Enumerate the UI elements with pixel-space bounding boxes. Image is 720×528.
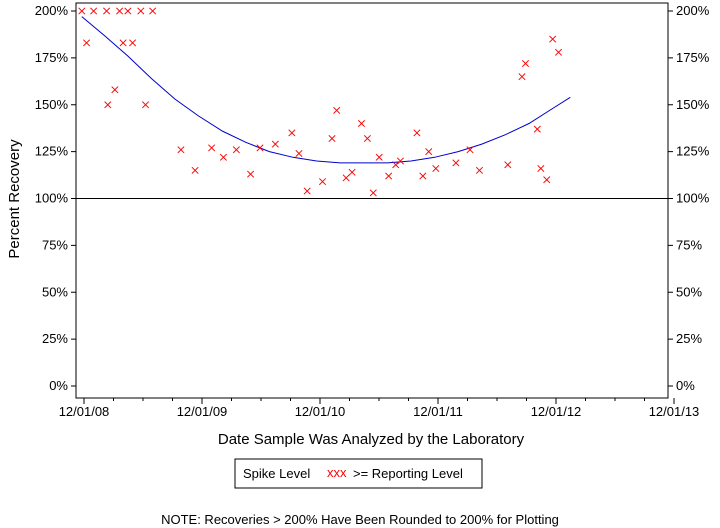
data-point-x (191, 166, 199, 174)
y-tick-label-right: 50% (676, 284, 702, 299)
data-point-x (78, 7, 86, 15)
data-point-x (137, 7, 145, 15)
y-tick-label-right: 150% (676, 97, 710, 112)
data-point-x (328, 134, 336, 143)
data-point-x (318, 178, 327, 186)
plot-area (75, 2, 669, 399)
data-point-x (537, 164, 545, 173)
x-tick-label: 12/01/12 (531, 404, 582, 419)
data-point-x (543, 176, 551, 184)
data-point-x (141, 101, 150, 109)
data-point-x (432, 164, 440, 173)
data-point-x (177, 146, 185, 154)
data-point-x (119, 39, 127, 47)
data-point-x (452, 159, 460, 167)
x-tick-label: 12/01/08 (59, 404, 110, 419)
y-tick-label-left: 50% (42, 284, 68, 299)
y-tick-label-left: 75% (42, 237, 68, 252)
x-tick-label: 12/01/11 (413, 404, 463, 419)
x-axis-title: Date Sample Was Analyzed by the Laborato… (218, 431, 525, 448)
data-point-x (303, 187, 311, 195)
data-point-x (149, 7, 157, 15)
data-point-x (396, 157, 404, 165)
x-tick-label: 12/01/10 (295, 404, 346, 419)
data-point-x (208, 144, 216, 152)
legend-spike-label: Spike Level (243, 466, 310, 481)
y-axis-title: Percent Recovery (6, 139, 23, 259)
data-point-x (219, 153, 227, 161)
y-tick-label-left: 0% (49, 378, 68, 393)
y-tick-label-right: 125% (676, 144, 710, 159)
y-tick-label-right: 0% (676, 378, 695, 393)
data-point-x (129, 39, 137, 47)
y-tick-label-right: 175% (676, 50, 710, 65)
y-tick-label-left: 150% (35, 97, 69, 112)
data-point-x (295, 149, 303, 158)
data-point-x (82, 39, 91, 47)
data-point-x (385, 172, 393, 180)
y-tick-label-left: 175% (35, 50, 69, 65)
data-point-x (116, 7, 124, 15)
data-point-x (375, 153, 383, 161)
data-point-x (232, 146, 240, 154)
note-text: NOTE: Recoveries > 200% Have Been Rounde… (161, 512, 559, 527)
data-point-x (90, 7, 98, 15)
legend-box (234, 458, 483, 489)
data-point-x (247, 170, 255, 178)
data-point-x (111, 86, 119, 94)
y-tick-label-right: 25% (676, 331, 702, 346)
data-point-x (466, 146, 474, 154)
data-point-x (504, 161, 512, 169)
data-point-x (357, 119, 366, 128)
x-tick-label: 12/01/09 (177, 404, 228, 419)
y-tick-label-right: 75% (676, 237, 702, 252)
data-point-x (348, 168, 356, 176)
data-point-x (369, 189, 377, 197)
y-tick-label-left: 200% (35, 3, 69, 18)
data-point-x (425, 148, 433, 156)
y-tick-label-right: 200% (676, 3, 710, 18)
data-point-x (288, 129, 296, 137)
data-point-x (124, 7, 132, 15)
legend-marker-glyphs: xxx (327, 465, 347, 480)
data-point-x (342, 174, 350, 182)
data-point-x (419, 172, 427, 180)
y-tick-label-left: 125% (35, 144, 69, 159)
data-point-x (533, 125, 541, 133)
data-point-x (554, 48, 563, 56)
data-point-x (363, 134, 371, 143)
data-point-x (271, 140, 279, 148)
data-point-x (256, 144, 264, 152)
y-tick-label-left: 25% (42, 331, 68, 346)
trend-line (81, 16, 571, 164)
legend-reporting-label: >= Reporting Level (353, 466, 463, 481)
legend: Spike Level xxx >= Reporting Level (234, 458, 483, 489)
data-point-x (103, 7, 111, 15)
y-tick-label-left: 100% (35, 191, 69, 206)
data-point-x (392, 161, 400, 169)
data-point-x (475, 166, 484, 174)
data-point-x (521, 59, 530, 68)
data-point-x (413, 129, 421, 137)
data-point-x (104, 101, 112, 109)
x-tick-label: 12/01/13 (649, 404, 700, 419)
data-point-x (549, 35, 557, 43)
y-tick-label-right: 100% (676, 191, 710, 206)
data-point-x (333, 106, 341, 114)
data-point-x (518, 73, 526, 81)
